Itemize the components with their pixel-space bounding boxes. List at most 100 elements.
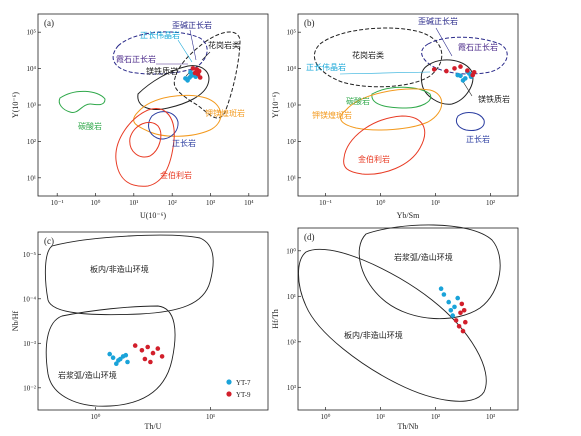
label-arc-d: 岩浆弧/造山环境 — [394, 252, 453, 262]
ytick-label: 10³ — [27, 102, 36, 110]
legend: YT-7 YT-9 — [226, 379, 251, 399]
panel-b-xticks: 10⁻¹ 10⁰ 10¹ 10² — [319, 193, 495, 207]
xtick-label: 10⁰ — [91, 413, 101, 421]
legend-yt9-label: YT-9 — [236, 391, 251, 399]
field-nepheline-b — [421, 36, 508, 75]
panel-b-label: (b) — [304, 18, 315, 28]
panel-d-ylabel: Hf/Th — [271, 309, 280, 329]
xtick-label: 10¹ — [431, 199, 440, 207]
point-yt-9-3 — [190, 66, 196, 71]
leader-b-1 — [435, 27, 453, 57]
label-nepheline-syenite: 霞石正长岩 — [116, 54, 156, 64]
panel-c-ylabel: Nb/Hf — [11, 310, 20, 331]
point-yt-9-1 — [456, 324, 462, 329]
xtick-label: 10⁰ — [91, 199, 101, 207]
point-yt-9-6 — [194, 69, 199, 74]
point-yt-9-6 — [148, 359, 153, 365]
leader-a-2 — [177, 39, 193, 63]
ytick-label: 10³ — [287, 384, 296, 392]
point-yt-7-4 — [450, 313, 456, 318]
xtick-label: 10¹ — [129, 199, 138, 207]
label-arc-c: 岩浆弧/造山环境 — [58, 370, 117, 380]
point-yt-9-2 — [458, 310, 463, 316]
ytick-label: 10⁻⁵ — [23, 251, 37, 259]
point-yt-7-6 — [455, 295, 461, 301]
panel-c-frame — [37, 231, 269, 411]
ytick-label: 10² — [27, 138, 36, 146]
field-syenite-b — [455, 112, 485, 131]
point-yt-9-7 — [159, 354, 165, 359]
field-granitoid — [173, 31, 241, 119]
field-maficultramafic — [137, 65, 210, 110]
label-granitoid-b: 花岗岩类 — [352, 50, 384, 60]
panel-a-ylabel: Y(10⁻⁶) — [11, 92, 20, 118]
label-syenite-b: 正长岩 — [466, 134, 490, 144]
xtick-label: 10¹ — [206, 413, 215, 421]
panel-d-label: (d) — [304, 232, 315, 242]
field-maficultramafic-b — [420, 59, 474, 105]
point-yt-7-0 — [107, 351, 112, 357]
panel-b-xlabel: Yb/Sm — [397, 211, 420, 220]
field-carbonatite-b — [371, 86, 432, 109]
panel-a-points — [183, 66, 203, 83]
xtick-label: 10⁻¹ — [319, 199, 332, 207]
leader-a-1 — [189, 29, 197, 61]
point-yt-7-3 — [455, 72, 461, 78]
ytick-label: 10⁵ — [27, 29, 37, 37]
panel-d-xticks: 10⁰ 10¹ 10² 10³ — [321, 407, 495, 421]
label-syenite: 正长岩 — [172, 138, 196, 148]
point-yt-7-4 — [125, 359, 130, 365]
label-alkali-granite-b: 歪碱正长岩 — [418, 16, 458, 26]
point-yt-7-4 — [460, 78, 466, 83]
point-yt-7-4 — [183, 76, 188, 81]
ytick-label: 10⁻³ — [23, 340, 36, 348]
point-yt-7-7 — [188, 70, 193, 75]
point-yt-9-3 — [150, 350, 156, 356]
point-yt-9-6 — [461, 308, 467, 313]
label-intraplate-c: 板内/非造山环境 — [90, 264, 149, 274]
label-carbonatite-b: 碳酸岩 — [346, 96, 370, 106]
label-maficultramafic: 镁铁质岩 — [146, 66, 178, 76]
xtick-label: 10⁰ — [321, 413, 331, 421]
label-carbonatite: 碳酸岩 — [78, 121, 102, 131]
field-kimberlite-outer — [115, 108, 175, 187]
panel-c-xticks: 10⁰ 10¹ — [91, 407, 215, 421]
legend-yt7-label: YT-7 — [236, 379, 251, 387]
label-kimberlite-b: 金伯利岩 — [358, 154, 390, 164]
label-nepheline-b: 霞石正长岩 — [458, 42, 498, 52]
legend-yt9-marker — [226, 391, 232, 397]
point-yt-7-1 — [110, 355, 116, 361]
point-yt-7-5 — [452, 304, 457, 310]
label-syenite-pegmatite: 正长伟晶岩 — [140, 30, 180, 40]
ytick-label: 10² — [287, 338, 296, 346]
field-carbonatite — [58, 90, 106, 114]
ytick-label: 10⁵ — [287, 29, 297, 37]
panel-a-yticks: 10¹ 10² 10³ 10⁴ 10⁵ — [27, 29, 41, 182]
panel-b-ylabel: Y(10⁻⁶) — [271, 92, 280, 118]
field-granitoid-b — [314, 27, 443, 88]
field-lamproite-b — [340, 88, 443, 131]
point-yt-9-2 — [145, 344, 150, 350]
point-yt-9-1 — [139, 348, 145, 353]
xtick-label: 10³ — [206, 199, 215, 207]
panel-a-xlabel: U(10⁻⁶) — [140, 211, 166, 220]
label-lamproite-b: 钾镁煌斑岩 — [312, 110, 352, 120]
leader-b-2 — [339, 71, 431, 75]
leader-b-3 — [461, 79, 473, 97]
field-kimberlite-inner — [129, 122, 162, 158]
xtick-label: 10² — [431, 413, 440, 421]
label-kimberlite: 金伯利岩 — [160, 170, 192, 180]
ytick-label: 10⁴ — [27, 65, 37, 73]
point-yt-9-0 — [431, 67, 437, 72]
point-yt-7-6 — [118, 356, 123, 362]
xtick-label: 10⁻¹ — [51, 199, 64, 207]
xtick-label: 10¹ — [376, 413, 385, 421]
panel-c-xlabel: Th/U — [145, 422, 162, 431]
point-yt-9-0 — [453, 318, 459, 323]
field-lamproite — [133, 94, 222, 137]
panel-b-points — [431, 64, 477, 83]
ytick-label: 10³ — [287, 102, 296, 110]
panel-c-points — [107, 343, 165, 367]
panel-c: (c) 板内/非造山环境 岩浆弧/造山环境 10⁰ 10¹ 10⁻²10⁻³10⁻… — [11, 231, 269, 431]
point-yt-9-5 — [197, 75, 203, 80]
